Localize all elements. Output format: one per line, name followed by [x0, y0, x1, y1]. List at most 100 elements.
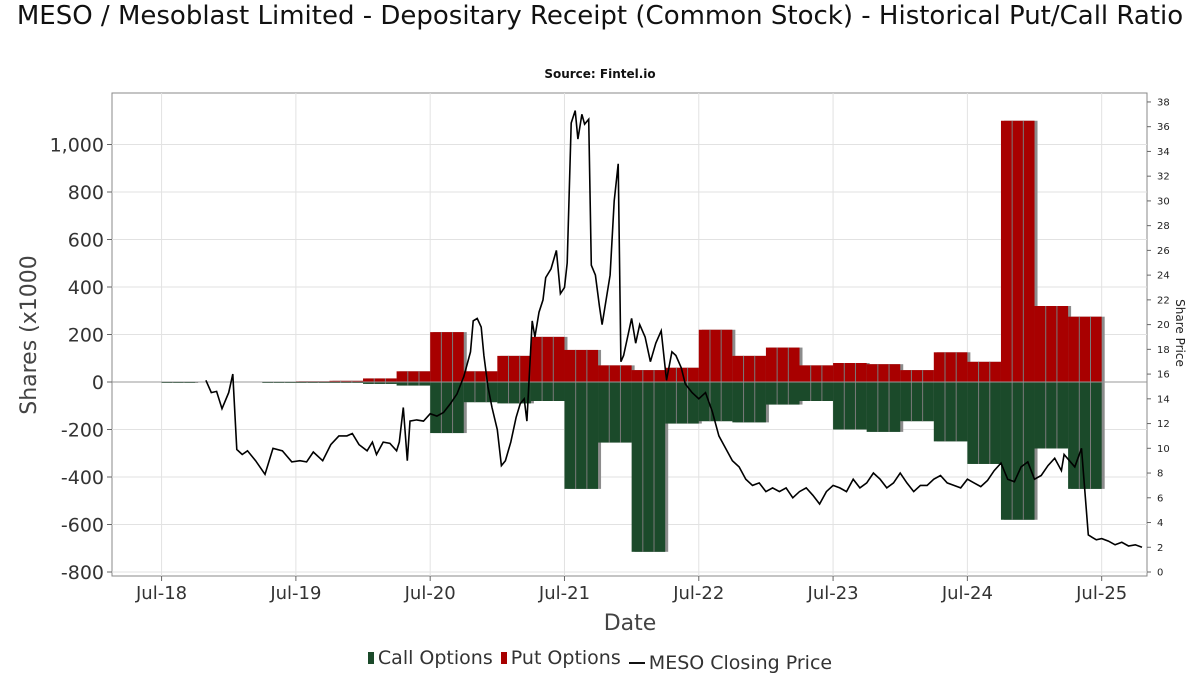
y2-tick-label: 30 — [1157, 196, 1170, 207]
bar — [933, 382, 968, 442]
bar — [799, 365, 834, 382]
legend-price: MESO Closing Price — [628, 652, 833, 674]
y2-tick-label: 12 — [1157, 419, 1170, 430]
x-tick-label: Jul-24 — [941, 583, 993, 604]
x-tick-label: Jul-19 — [269, 583, 321, 604]
put-swatch-icon — [500, 652, 507, 664]
y2-axis-label: Share Price — [1173, 299, 1187, 367]
y-tick-label: 200 — [68, 325, 104, 347]
bar — [1034, 382, 1069, 449]
chart-subtitle: Source: Fintel.io — [544, 67, 656, 81]
bar — [967, 361, 1001, 382]
y2-tick-label: 24 — [1157, 271, 1170, 282]
y-tick-label: -600 — [61, 515, 104, 537]
bar — [1068, 316, 1102, 382]
bar — [900, 370, 934, 382]
legend-put-label: Put Options — [510, 647, 621, 669]
bar — [866, 364, 901, 382]
y2-tick-label: 28 — [1157, 221, 1170, 232]
bar — [799, 382, 834, 401]
y-tick-label: 0 — [92, 372, 104, 394]
y2-tick-label: 16 — [1157, 370, 1170, 381]
y2-tick-label: 8 — [1157, 469, 1163, 480]
bar — [530, 382, 565, 401]
legend-price-label: MESO Closing Price — [648, 652, 833, 674]
bar — [564, 349, 599, 382]
y-tick-label: 800 — [68, 182, 104, 204]
bar — [967, 382, 1001, 464]
bar — [698, 382, 733, 422]
bar — [1000, 382, 1035, 520]
y2-tick-label: 10 — [1157, 444, 1170, 455]
call-swatch-icon — [367, 652, 374, 664]
y-tick-label: -200 — [61, 420, 104, 442]
y-axis-label: Shares (x1000 — [17, 255, 42, 415]
bar — [631, 370, 666, 382]
bar — [598, 382, 632, 443]
bar — [665, 382, 699, 424]
bar — [698, 329, 733, 382]
bar — [396, 382, 431, 386]
y2-tick-label: 6 — [1157, 493, 1163, 504]
x-axis: Jul-18 Jul-19 Jul-20 Jul-21 Jul-22 Jul-23 Jul-… — [135, 576, 1127, 604]
bar — [329, 380, 364, 382]
y2-tick-label: 38 — [1157, 97, 1170, 108]
y2-tick-label: 36 — [1157, 122, 1170, 133]
x-axis-label: Date — [604, 611, 657, 636]
price-series — [205, 110, 1143, 549]
bar — [1000, 120, 1035, 382]
x-tick-label: Jul-23 — [807, 583, 859, 604]
bar — [497, 382, 531, 404]
y2-tick-label: 26 — [1157, 246, 1170, 257]
y2-tick-label: 20 — [1157, 320, 1170, 331]
bar — [631, 382, 666, 552]
bar — [765, 382, 800, 405]
price-line-icon — [628, 662, 645, 664]
bar — [430, 332, 464, 382]
bar — [564, 382, 599, 489]
bar — [598, 365, 632, 382]
x-tick-label: Jul-22 — [672, 583, 724, 604]
y-axis-left: -800 -600 -400 -200 0 200 400 600 800 1,000 — [50, 135, 112, 584]
bar — [732, 355, 766, 382]
bar — [363, 382, 397, 384]
chart-title: MESO / Mesoblast Limited - Depositary Re… — [16, 1, 1184, 31]
y2-tick-label: 0 — [1157, 568, 1163, 579]
bar — [866, 382, 901, 432]
bar — [833, 363, 867, 382]
y2-tick-label: 22 — [1157, 295, 1170, 306]
x-tick-label: Jul-25 — [1075, 583, 1127, 604]
y-tick-label: 400 — [68, 277, 104, 299]
bar — [1034, 306, 1069, 382]
legend-call: Call Options — [367, 647, 493, 669]
y2-tick-label: 14 — [1157, 394, 1170, 405]
bar — [933, 352, 968, 382]
bar — [732, 382, 766, 423]
y2-tick-label: 34 — [1157, 147, 1170, 158]
bar — [363, 378, 397, 382]
bar — [665, 367, 699, 382]
bar — [833, 382, 867, 430]
bar-series — [112, 120, 1147, 552]
y2-tick-label: 2 — [1157, 543, 1163, 554]
bar — [900, 382, 934, 422]
y-tick-label: 600 — [68, 230, 104, 252]
legend-put: Put Options — [500, 647, 621, 669]
bar — [765, 347, 800, 382]
y2-tick-label: 18 — [1157, 345, 1170, 356]
bar — [1068, 382, 1102, 489]
x-tick-label: Jul-20 — [404, 583, 456, 604]
x-tick-label: Jul-18 — [135, 583, 187, 604]
legend-call-label: Call Options — [377, 647, 493, 669]
bar — [396, 371, 431, 382]
y-tick-label: -400 — [61, 467, 104, 489]
y2-tick-label: 4 — [1157, 518, 1163, 529]
bar — [530, 336, 565, 382]
price-line — [205, 110, 1143, 549]
y-tick-label: 1,000 — [50, 135, 104, 157]
bar — [463, 371, 498, 382]
bar — [463, 382, 498, 403]
bar — [497, 355, 531, 382]
legend: Call Options Put Options MESO Closing Pr… — [0, 647, 1200, 674]
